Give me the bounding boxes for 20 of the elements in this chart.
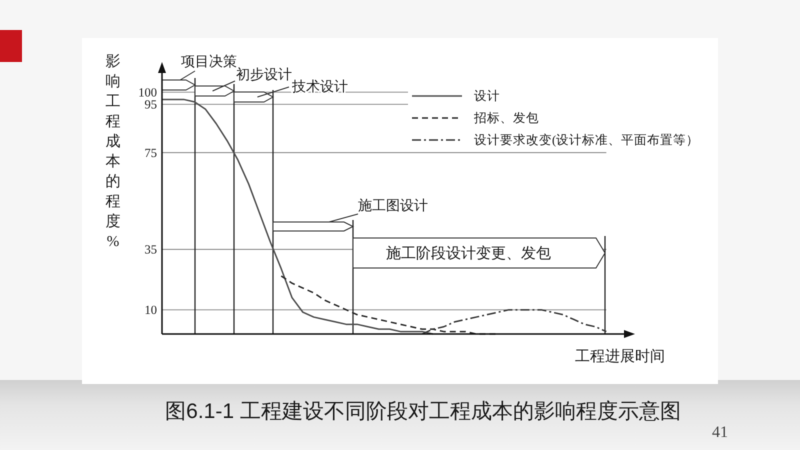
phase-label: 项目决策 — [181, 55, 237, 70]
ytick-label: 75 — [144, 146, 157, 160]
annotation: 41 — [712, 424, 728, 441]
ytick-label: 10 — [144, 303, 157, 318]
x-axis-title: 工程进展时间 — [575, 349, 665, 365]
legend-label: 招标、发包 — [473, 111, 539, 125]
legend-item: 设计要求改变(设计标准、平面布置等） — [412, 133, 692, 147]
phase-label: 技术设计 — [292, 80, 348, 95]
phase-label: 初步设计 — [236, 68, 292, 83]
legend-item: 设计 — [412, 89, 500, 103]
ytick-label: 35 — [144, 242, 157, 257]
legend-item: 招标、发包 — [412, 111, 539, 125]
ytick-label: 95 — [144, 98, 157, 112]
legend-label: 设计要求改变(设计标准、平面布置等） — [474, 133, 692, 147]
phase-label: 施工阶段设计变更、发包 — [386, 246, 551, 262]
legend-label: 设计 — [474, 89, 500, 103]
y-axis-title: 影响工程成本的程度% — [106, 54, 120, 250]
ytick-label: 100 — [138, 85, 157, 100]
phase-label: 施工图设计 — [358, 199, 428, 214]
title: 图6.1-1 工程建设不同阶段对工程成本的影响程度示意图 — [165, 400, 681, 423]
